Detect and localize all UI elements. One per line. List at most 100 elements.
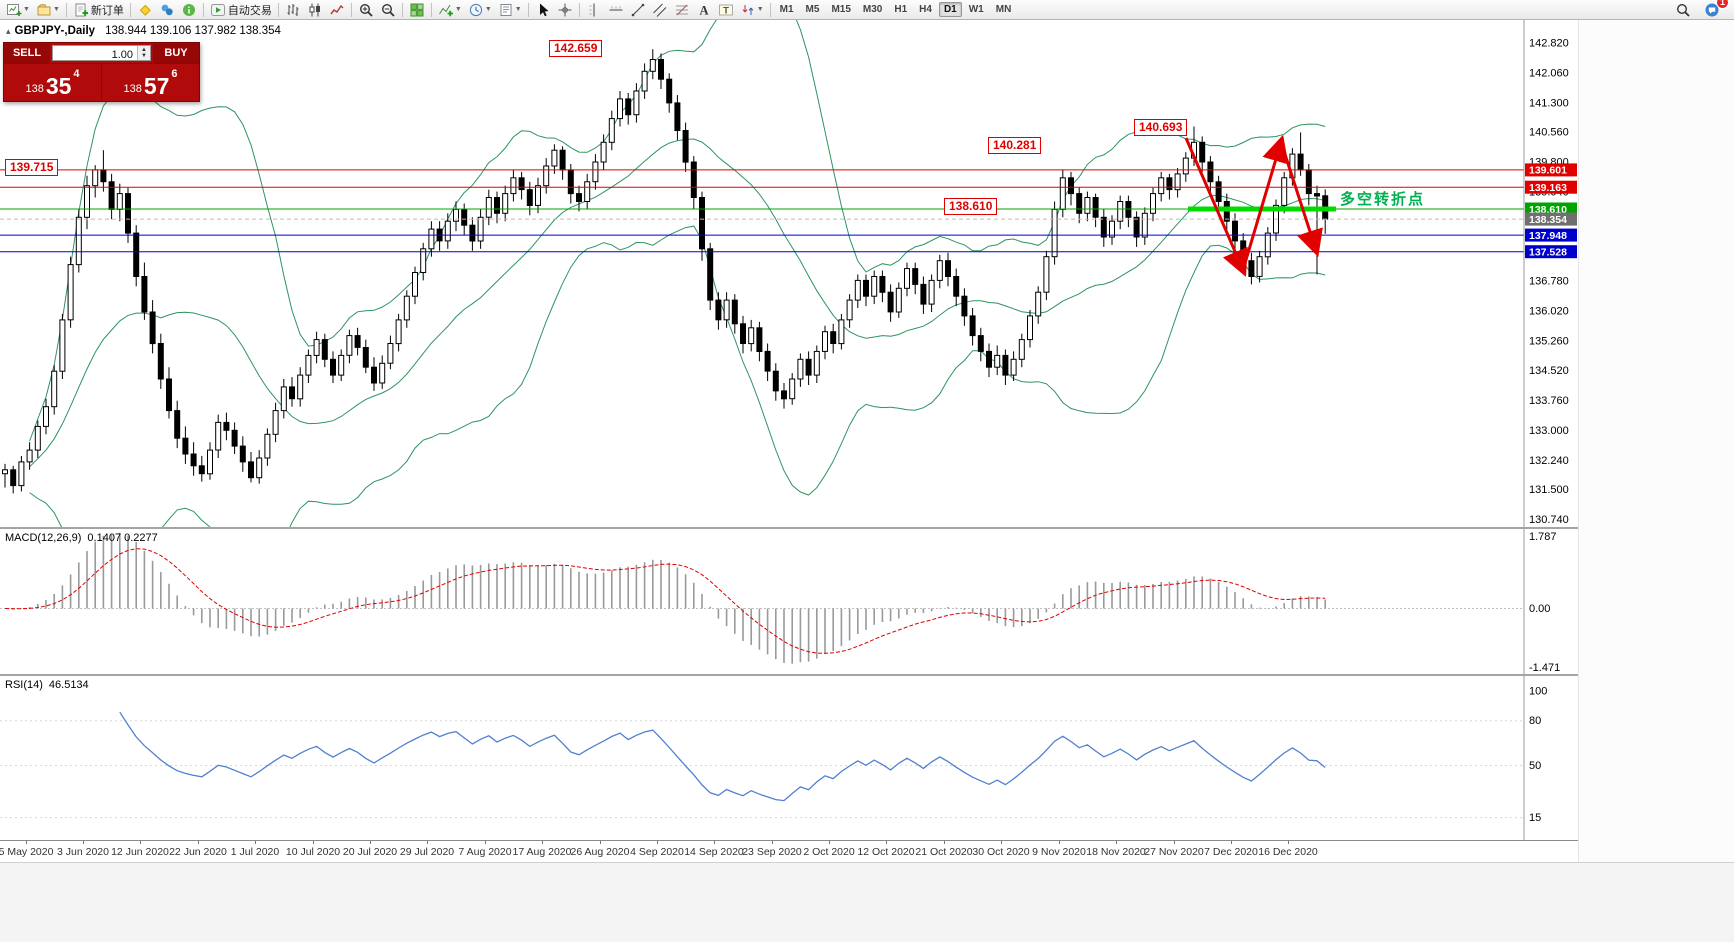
- price-axis-label: 142.820: [1529, 37, 1569, 49]
- bar-chart-button[interactable]: [283, 1, 303, 19]
- pane-divider[interactable]: [0, 674, 1578, 676]
- timeframe-m30-button[interactable]: M30: [862, 4, 883, 15]
- new-chart-icon: [7, 3, 22, 16]
- dropdown-arrow-icon: ▼: [756, 6, 764, 13]
- horizontal-line-button[interactable]: [606, 1, 626, 19]
- price-annotation-box[interactable]: 139.715: [5, 159, 59, 176]
- price-axis-label: 136.020: [1529, 306, 1569, 318]
- timeframe-mn-button[interactable]: MN: [995, 4, 1012, 15]
- time-axis-label: 21 Oct 2020: [915, 846, 973, 858]
- indicators-button[interactable]: ▼: [436, 1, 464, 19]
- sell-price-pips: 35: [45, 73, 72, 99]
- crosshair-button[interactable]: [555, 1, 575, 19]
- timeframe-w1-button[interactable]: W1: [968, 4, 984, 15]
- main-chart-canvas[interactable]: 142.820142.060141.300140.560139.800139.0…: [0, 20, 1578, 527]
- trendline-button[interactable]: [628, 1, 648, 19]
- turning-point-label[interactable]: 多空转折点: [1340, 191, 1426, 208]
- spinner-down-icon[interactable]: ▼: [141, 53, 147, 59]
- notifications-icon: [1705, 3, 1719, 16]
- volume-value: 1.00: [111, 49, 133, 61]
- search-icon: [1676, 3, 1690, 17]
- dropdown-arrow-icon: ▼: [484, 6, 492, 13]
- toolbar-separator: [65, 2, 67, 17]
- equidistant-channel-button[interactable]: [650, 1, 670, 19]
- timeframe-m5-button[interactable]: M5: [805, 4, 820, 15]
- pane-divider[interactable]: [0, 527, 1578, 529]
- time-tick: [542, 841, 543, 844]
- timeframe-h1-button[interactable]: H1: [894, 4, 908, 15]
- cursor-button[interactable]: [533, 1, 553, 19]
- one-click-toggle-icon[interactable]: ▴: [6, 26, 11, 36]
- fibonacci-button[interactable]: [672, 1, 692, 19]
- sell-button[interactable]: SELL: [4, 43, 50, 63]
- time-axis-label: 14 Sep 2020: [684, 846, 744, 858]
- equidistant-channel-icon: [652, 3, 667, 17]
- auto-trading-icon: [210, 3, 225, 16]
- chart-annotations: 142.659 139.715 140.281 140.693 138.610 多空转折点: [0, 20, 1578, 527]
- candlestick-chart-button[interactable]: [305, 1, 325, 19]
- tile-windows-button[interactable]: [407, 1, 427, 19]
- new-order-button[interactable]: 新订单: [71, 1, 126, 19]
- news-button[interactable]: [179, 1, 199, 19]
- toolbar-separator: [401, 2, 403, 17]
- templates-button[interactable]: ▼: [496, 1, 524, 19]
- price-axis-label: 130.740: [1529, 514, 1569, 526]
- volume-spinner[interactable]: ▲ ▼: [137, 46, 150, 60]
- line-chart-button[interactable]: [327, 1, 347, 19]
- svg-text:139.601: 139.601: [1529, 165, 1567, 177]
- mql5-diamond-button[interactable]: [135, 1, 155, 19]
- price-annotation-box[interactable]: 140.281: [988, 137, 1042, 154]
- toolbar-buttons: ▼ ▼ 新订单 自动交易 ▼ ▼ ▼ A T ▼ M1 M5 M15 M30 H1 H4 D1 W1 MN: [3, 0, 1017, 19]
- macd-pane[interactable]: 1.787 0.00 -1.471 MACD(12,26,9) 0.1407 0.22…: [0, 529, 1578, 674]
- search-button[interactable]: [1673, 1, 1693, 19]
- trendline-icon: [631, 3, 644, 16]
- main-chart-pane[interactable]: 142.820142.060141.300140.560139.800139.0…: [0, 20, 1578, 527]
- macd-canvas[interactable]: 1.787 0.00 -1.471: [0, 529, 1578, 674]
- periods-button[interactable]: ▼: [466, 1, 494, 19]
- buy-price-button[interactable]: 138 57 6: [102, 64, 199, 101]
- buy-button[interactable]: BUY: [153, 43, 199, 63]
- time-tick: [1059, 841, 1060, 844]
- auto-trading-label: 自动交易: [227, 4, 272, 17]
- toolbar-separator: [350, 2, 352, 17]
- time-axis[interactable]: 5 May 2020 3 Jun 2020 12 Jun 2020 22 Jun 20…: [0, 840, 1578, 862]
- volume-input[interactable]: 1.00 ▲ ▼: [52, 45, 151, 61]
- text-label-button[interactable]: T: [716, 1, 736, 19]
- time-tick: [886, 841, 887, 844]
- notifications-button[interactable]: 1: [1702, 0, 1729, 19]
- zoom-in-button[interactable]: [356, 1, 376, 19]
- svg-text:T: T: [723, 5, 729, 16]
- sell-price-button[interactable]: 138 35 4: [4, 64, 102, 101]
- rsi-pane[interactable]: 100 80 50 15 RSI(14) 46.5134: [0, 676, 1578, 840]
- chart-ohlc-values: 138.944 139.106 137.982 138.354: [105, 25, 281, 37]
- time-axis-label: 30 Oct 2020: [972, 846, 1030, 858]
- rsi-axis-label: 100: [1529, 685, 1547, 697]
- rsi-canvas[interactable]: 100 80 50 15: [0, 676, 1578, 840]
- text-button[interactable]: A: [694, 1, 714, 19]
- time-axis-label: 2 Oct 2020: [803, 846, 855, 858]
- new-chart-button[interactable]: ▼: [4, 1, 32, 19]
- price-tag: [1525, 163, 1577, 177]
- toolbar-separator: [527, 2, 529, 17]
- spinner-up-icon[interactable]: ▲: [141, 47, 147, 53]
- market-button[interactable]: [157, 1, 177, 19]
- price-annotation-box[interactable]: 140.693: [1134, 119, 1188, 136]
- timeframe-d1-button[interactable]: D1: [938, 2, 962, 17]
- arrows-button[interactable]: ▼: [738, 1, 766, 19]
- chart-title: ▴ GBPJPY-,Daily 138.944 139.106 137.982 13…: [6, 25, 281, 37]
- market-icon: [161, 4, 173, 15]
- zoom-out-button[interactable]: [378, 1, 398, 19]
- auto-trading-button[interactable]: 自动交易: [208, 1, 274, 19]
- new-order-label: 新订单: [90, 4, 124, 17]
- price-annotation-box[interactable]: 142.659: [549, 40, 603, 57]
- time-tick: [485, 841, 486, 844]
- timeframe-m1-button[interactable]: M1: [779, 4, 794, 15]
- chart-profiles-button[interactable]: ▼: [34, 1, 62, 19]
- timeframe-h4-button[interactable]: H4: [919, 4, 932, 15]
- svg-text:137.948: 137.948: [1529, 230, 1567, 242]
- price-annotation-box[interactable]: 138.610: [944, 198, 998, 215]
- rsi-axis-label: 50: [1529, 760, 1541, 772]
- timeframe-m15-button[interactable]: M15: [831, 4, 851, 15]
- cursor-icon: [539, 3, 549, 16]
- vertical-line-button[interactable]: [584, 1, 604, 19]
